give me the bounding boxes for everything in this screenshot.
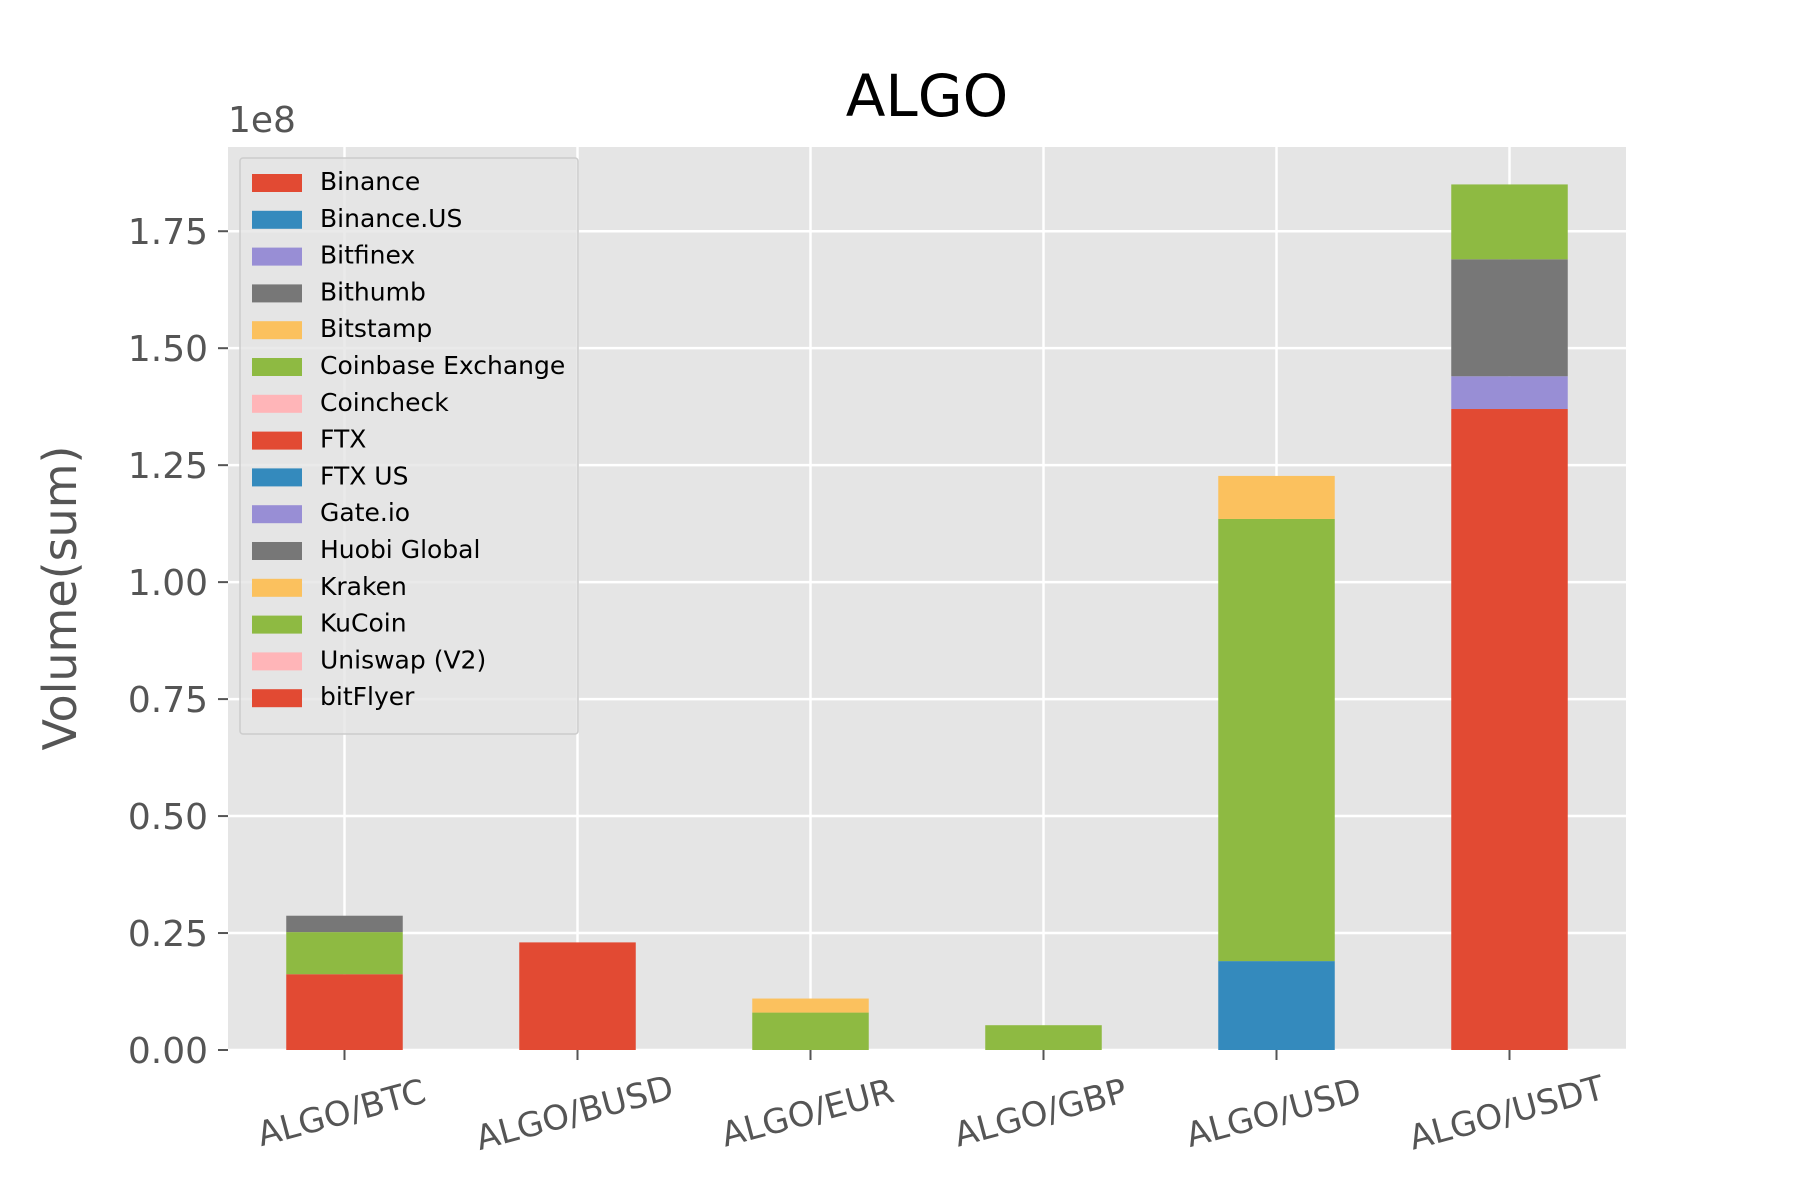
x-tick-label: ALGO/EUR — [717, 1071, 898, 1155]
bar-segment-binance-us — [1218, 961, 1335, 1050]
legend-frame — [239, 157, 579, 735]
legend-label: FTX — [320, 425, 366, 454]
legend-swatch — [252, 468, 302, 487]
bar-segment-kucoin — [1451, 184, 1568, 260]
legend-swatch — [252, 689, 302, 708]
bar-segment-binance — [1451, 409, 1568, 1050]
bar-segment-binance — [286, 974, 403, 1050]
legend-swatch — [252, 652, 302, 671]
y-offset-label: 1e8 — [228, 100, 296, 141]
legend-swatch — [252, 284, 302, 303]
bar-segment-kucoin — [985, 1025, 1102, 1050]
legend-label: bitFlyer — [320, 682, 415, 711]
bars — [286, 184, 1568, 1050]
legend-swatch — [252, 210, 302, 229]
bar-segment-kraken — [752, 998, 869, 1013]
x-tick-label: ALGO/BUSD — [472, 1068, 678, 1159]
legend-label: Coincheck — [320, 388, 449, 417]
legend-label: Coinbase Exchange — [320, 351, 565, 380]
x-tick-label: ALGO/USDT — [1405, 1068, 1609, 1159]
bar-segment-kucoin — [286, 932, 403, 975]
x-tick-label: ALGO/BTC — [253, 1072, 430, 1155]
y-tick-label: 0.75 — [128, 680, 208, 721]
legend-label: Bitstamp — [320, 314, 432, 343]
bar-segment-binance — [519, 942, 636, 1050]
legend-label: FTX US — [320, 461, 408, 490]
legend-label: Binance — [320, 167, 420, 196]
legend-swatch — [252, 394, 302, 413]
legend-swatch — [252, 247, 302, 266]
legend-label: Binance.US — [320, 204, 462, 233]
y-tick-label: 0.00 — [128, 1031, 208, 1072]
legend: Binance Binance.US Bitfinex Bithumb Bitstamp… — [239, 157, 579, 735]
y-tick-label: 1.50 — [128, 329, 208, 370]
bar-segment-huobi-global — [1451, 259, 1568, 377]
legend-swatch — [252, 578, 302, 597]
legend-label: Bithumb — [320, 277, 426, 306]
bar-segment-gate-io — [1451, 376, 1568, 410]
y-tick-label: 1.00 — [128, 563, 208, 604]
legend-swatch — [252, 615, 302, 634]
legend-swatch — [252, 358, 302, 376]
chart-title: ALGO — [846, 62, 1009, 130]
legend-swatch — [252, 321, 302, 340]
legend-swatch — [252, 174, 302, 192]
legend-label: Bitfinex — [320, 241, 415, 270]
legend-swatch — [252, 542, 302, 560]
x-tick-label: ALGO/GBP — [950, 1071, 1131, 1155]
y-tick-label: 0.25 — [128, 914, 208, 955]
y-tick-label: 1.25 — [128, 446, 208, 487]
legend-swatch — [252, 505, 302, 524]
legend-swatch — [252, 431, 302, 450]
bar-segment-coinbase-exchange — [752, 1012, 869, 1050]
legend-label: Kraken — [320, 572, 407, 601]
legend-label: Gate.io — [320, 498, 410, 527]
bar-segment-bithumb — [286, 915, 403, 933]
legend-label: Huobi Global — [320, 535, 480, 564]
y-axis-label: Volume(sum) — [33, 446, 87, 751]
y-tick-label: 1.75 — [128, 212, 208, 253]
legend-label: Uniswap (V2) — [320, 645, 486, 674]
legend-label: KuCoin — [320, 609, 407, 638]
y-tick-label: 0.50 — [128, 797, 208, 838]
bar-segment-coinbase-exchange — [1218, 518, 1335, 962]
bar-segment-kraken — [1218, 475, 1335, 519]
x-tick-label: ALGO/USD — [1182, 1071, 1366, 1156]
